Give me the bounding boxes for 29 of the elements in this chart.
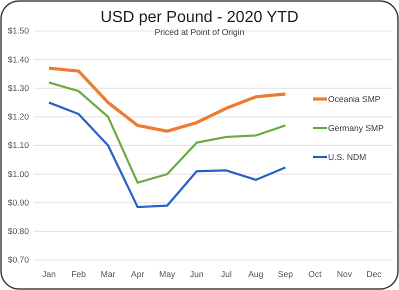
- y-tick-label: $0.90: [8, 197, 30, 208]
- legend-label: Oceania SMP: [328, 94, 381, 104]
- x-tick-label: Dec: [366, 269, 382, 280]
- x-tick-label: Aug: [248, 269, 264, 280]
- y-tick-label: $1.20: [8, 112, 30, 122]
- y-tick-label: $0.70: [8, 254, 30, 265]
- y-tick-label: $1.50: [8, 26, 30, 36]
- x-tick-label: Jan: [42, 269, 56, 280]
- y-tick-label: $1.10: [8, 140, 30, 150]
- x-tick-label: Jun: [190, 269, 204, 280]
- x-tick-label: Oct: [308, 269, 322, 280]
- chart-subtitle: Priced at Point of Origin: [154, 27, 245, 37]
- line-series: [48, 101, 286, 208]
- x-tick-label: Sep: [278, 269, 294, 280]
- legend-label: Germany SMP: [328, 123, 384, 133]
- x-tick-label: Jul: [220, 269, 232, 280]
- line-series: [48, 81, 286, 184]
- x-tick-label: Mar: [100, 269, 116, 280]
- y-tick-label: $1.30: [8, 82, 30, 93]
- line-series: [47, 66, 287, 133]
- y-tick-label: $1.40: [8, 54, 30, 64]
- y-tick-label: $0.80: [8, 226, 30, 236]
- legend-label: U.S. NDM: [328, 152, 366, 162]
- x-tick-label: Feb: [71, 269, 86, 280]
- x-tick-label: May: [159, 269, 176, 280]
- x-tick-label: Apr: [131, 269, 144, 280]
- chart-title: USD per Pound - 2020 YTD: [100, 9, 299, 26]
- y-tick-label: $1.00: [8, 168, 30, 179]
- x-tick-label: Nov: [336, 269, 353, 280]
